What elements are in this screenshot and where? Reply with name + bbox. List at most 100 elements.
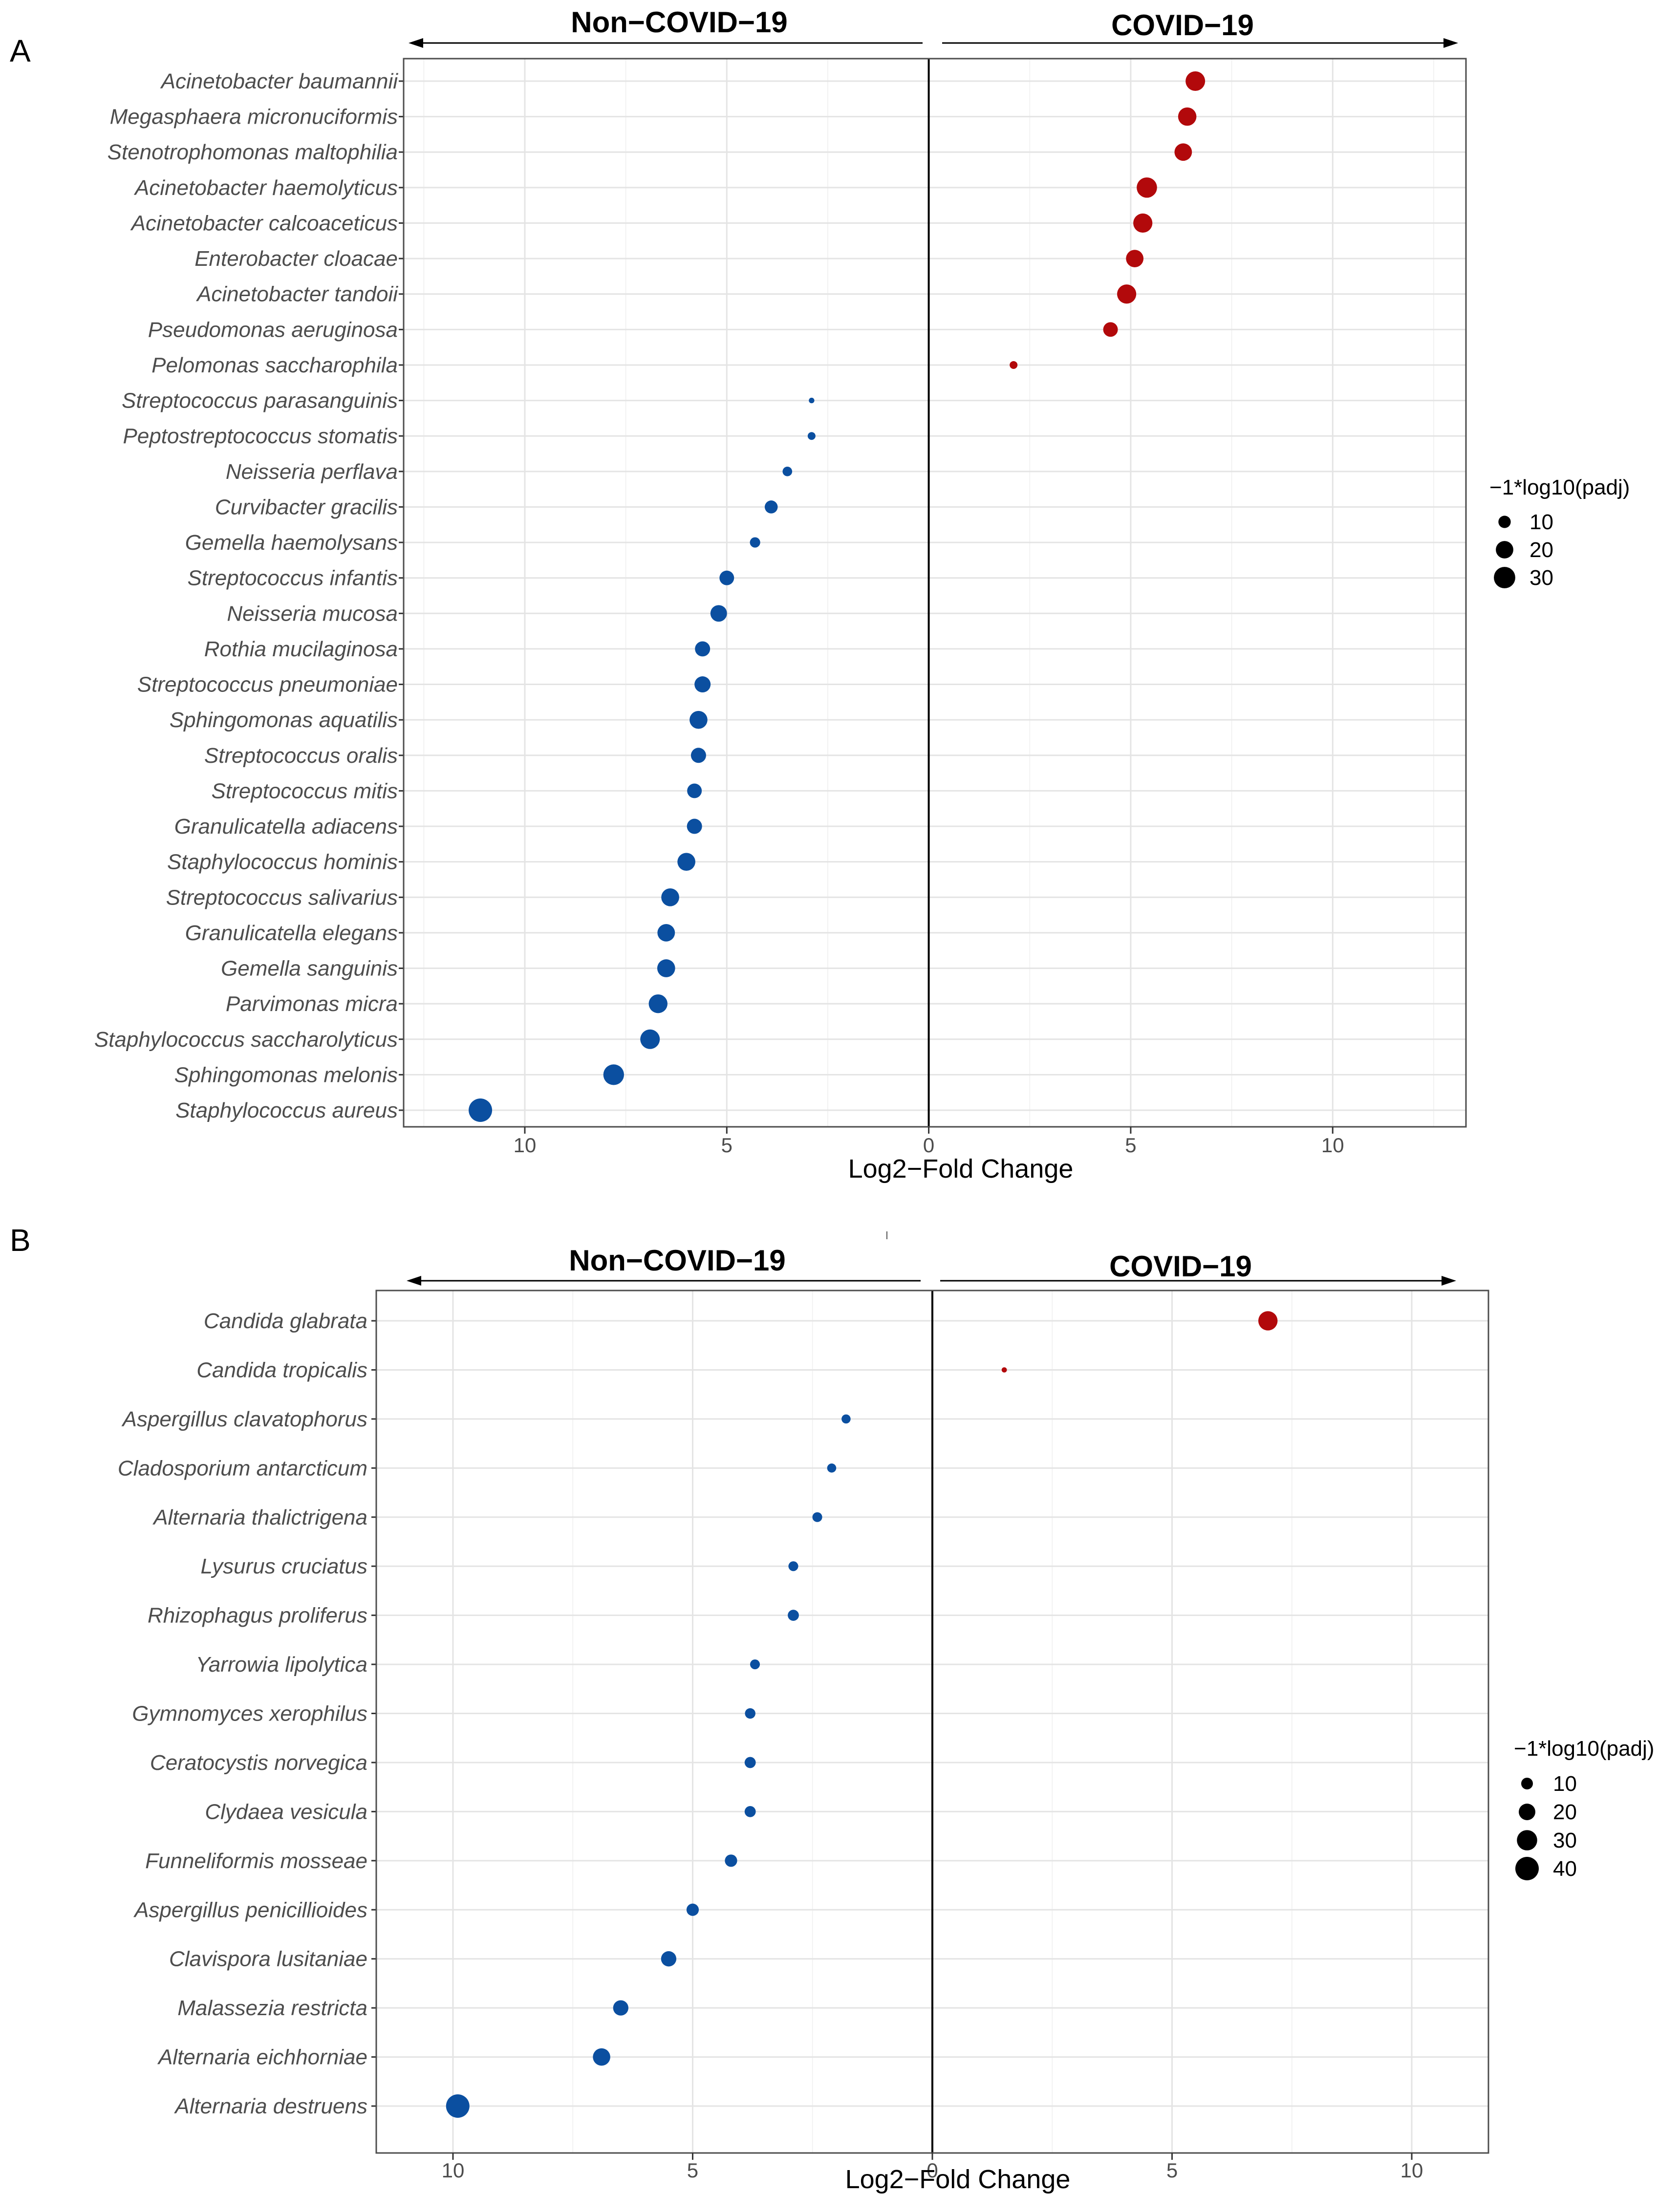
species-label: Streptococcus infantis bbox=[188, 566, 398, 590]
panel-letter-a: A bbox=[10, 33, 31, 68]
data-point bbox=[841, 1414, 851, 1424]
species-label: Clavispora lusitaniae bbox=[169, 1947, 367, 1971]
legend-label: 20 bbox=[1553, 1800, 1577, 1824]
legend-size-dot bbox=[1519, 1804, 1535, 1820]
species-label: Staphylococcus hominis bbox=[167, 850, 398, 874]
species-label: Clydaea vesicula bbox=[205, 1800, 367, 1824]
species-label: Streptococcus mitis bbox=[212, 779, 398, 803]
species-label: Rhizophagus proliferus bbox=[148, 1604, 367, 1628]
species-label: Cladosporium antarcticum bbox=[118, 1456, 367, 1480]
species-label: Alternaria destruens bbox=[173, 2094, 367, 2118]
legend-title: −1*log10(padj) bbox=[1489, 475, 1630, 499]
species-label: Neisseria perflava bbox=[226, 460, 398, 484]
species-label: Peptostreptococcus stomatis bbox=[123, 424, 398, 448]
noncovid-group-label: Non−COVID−19 bbox=[569, 1244, 785, 1277]
data-point bbox=[469, 1098, 493, 1122]
x-tick-label: 5 bbox=[721, 1134, 732, 1157]
data-point bbox=[807, 432, 816, 440]
noncovid-group-label: Non−COVID−19 bbox=[571, 6, 787, 39]
plot-panel-border bbox=[403, 58, 1467, 1128]
species-label: Gemella haemolysans bbox=[185, 531, 398, 555]
data-point bbox=[648, 994, 668, 1013]
data-points bbox=[446, 1311, 1278, 2118]
x-tick-label: 0 bbox=[926, 2159, 938, 2182]
data-point bbox=[764, 500, 778, 514]
legend-size-dot bbox=[1517, 1830, 1537, 1851]
data-point bbox=[1258, 1311, 1278, 1331]
y-tick-marks bbox=[371, 1320, 376, 2107]
species-label: Aspergillus clavatophorus bbox=[121, 1407, 367, 1431]
species-label: Streptococcus oralis bbox=[204, 744, 398, 768]
species-label: Megasphaera micronuciformis bbox=[110, 105, 398, 129]
x-axis-title: Log2−Fold Change bbox=[845, 2165, 1071, 2194]
x-tick-label: 5 bbox=[687, 2159, 698, 2182]
data-point bbox=[1117, 284, 1137, 304]
data-point bbox=[725, 1854, 737, 1867]
data-point bbox=[1133, 213, 1153, 233]
legend-label: 30 bbox=[1529, 566, 1553, 590]
panel-a: A Non−COVID−19 COVID−19 Acinetobacter ba… bbox=[10, 6, 1630, 1184]
data-point bbox=[686, 1903, 699, 1916]
data-point bbox=[812, 1512, 822, 1522]
species-label: Aspergillus penicillioides bbox=[133, 1898, 367, 1922]
species-label: Acinetobacter baumannii bbox=[160, 69, 399, 93]
species-label: Lysurus cruciatus bbox=[200, 1554, 367, 1578]
data-point bbox=[695, 641, 711, 657]
species-labels: Candida glabrata Candida tropicalis Asperg… bbox=[118, 1309, 367, 2118]
data-point bbox=[719, 570, 734, 585]
species-label: Granulicatella elegans bbox=[185, 921, 398, 945]
x-tick-label: 10 bbox=[1400, 2159, 1423, 2182]
species-label: Candida tropicalis bbox=[196, 1358, 367, 1382]
species-label: Staphylococcus saccharolyticus bbox=[94, 1028, 398, 1052]
legend-size-dot bbox=[1498, 516, 1511, 528]
species-label: Funneliformis mosseae bbox=[145, 1849, 367, 1873]
x-tick-label: 10 bbox=[514, 1134, 537, 1157]
panel-b: B Non−COVID−19 COVID−19 Candida glabrata… bbox=[10, 1223, 1654, 2194]
species-label: Gymnomyces xerophilus bbox=[132, 1702, 367, 1726]
data-point bbox=[640, 1029, 660, 1049]
data-point bbox=[744, 1757, 756, 1768]
size-legend: −1*log10(padj) 10 20 30 40 bbox=[1514, 1737, 1654, 1881]
species-label: Yarrowia lipolytica bbox=[196, 1653, 367, 1677]
legend-size-dot bbox=[1494, 567, 1515, 588]
species-label: Pelomonas saccharophila bbox=[151, 353, 398, 377]
species-label: Alternaria thalictrigena bbox=[152, 1506, 367, 1529]
data-point bbox=[657, 924, 675, 942]
species-label: Malassezia restricta bbox=[177, 1996, 367, 2020]
data-point bbox=[710, 605, 727, 622]
species-labels: Acinetobacter baumannii Megasphaera micro… bbox=[94, 69, 398, 1122]
data-point bbox=[1185, 71, 1206, 91]
data-point bbox=[1137, 177, 1157, 198]
data-point bbox=[750, 537, 760, 548]
legend-label: 20 bbox=[1529, 538, 1553, 562]
data-point bbox=[689, 710, 708, 729]
species-label: Candida glabrata bbox=[204, 1309, 367, 1333]
legend-title: −1*log10(padj) bbox=[1514, 1737, 1654, 1761]
x-tick-label: 10 bbox=[1321, 1134, 1344, 1157]
noncovid-arrowhead bbox=[409, 38, 423, 48]
x-tick-label: 10 bbox=[442, 2159, 465, 2182]
data-point bbox=[690, 748, 706, 763]
legend-size-dot bbox=[1521, 1778, 1533, 1789]
legend-label: 10 bbox=[1553, 1772, 1577, 1796]
noncovid-arrowhead bbox=[407, 1276, 421, 1286]
data-point bbox=[1178, 107, 1197, 126]
legend-size-dot bbox=[1515, 1857, 1539, 1880]
species-label: Acinetobacter calcoaceticus bbox=[130, 211, 398, 235]
data-point bbox=[750, 1659, 760, 1670]
data-point bbox=[446, 2094, 470, 2118]
data-points bbox=[469, 71, 1206, 1122]
data-point bbox=[809, 397, 815, 404]
y-tick-marks bbox=[399, 80, 404, 1111]
covid-group-label: COVID−19 bbox=[1109, 1250, 1252, 1283]
data-point bbox=[782, 467, 793, 476]
data-point bbox=[677, 853, 695, 871]
data-point bbox=[1001, 1367, 1007, 1373]
species-label: Ceratocystis norvegica bbox=[150, 1751, 367, 1775]
data-point bbox=[827, 1463, 837, 1473]
data-point bbox=[613, 2000, 628, 2016]
data-point bbox=[661, 888, 679, 906]
species-label: Enterobacter cloacae bbox=[194, 247, 398, 271]
species-label: Sphingomonas aquatilis bbox=[170, 708, 398, 732]
